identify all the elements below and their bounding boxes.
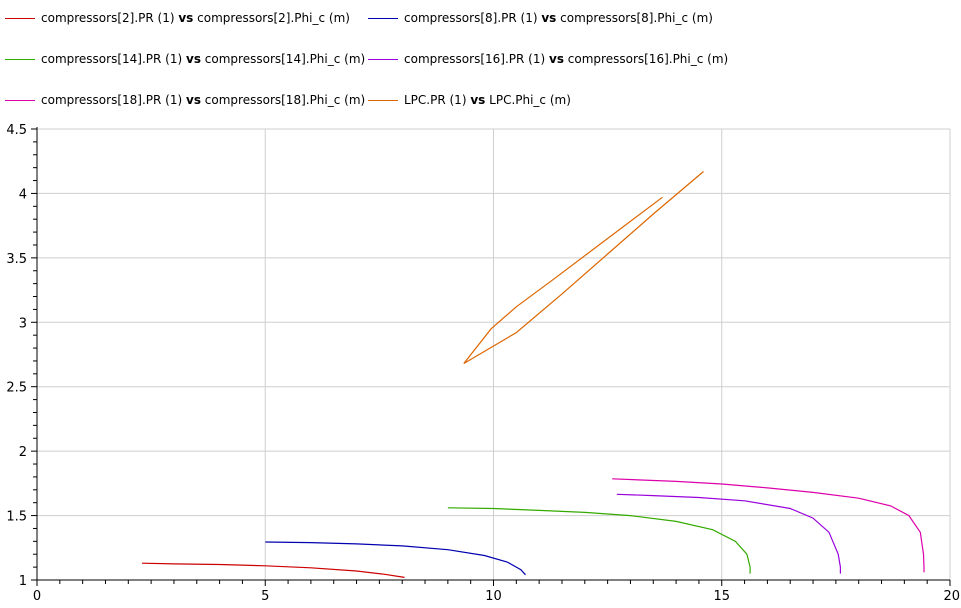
series-lines [141,171,925,578]
y-tick-label: 3 [19,316,27,331]
legend-label: compressors[14].PR (1) vs compressors[14… [41,52,365,66]
y-tick-label: 2 [19,445,27,460]
series-line-2 [447,507,751,574]
legend-label: compressors[2].PR (1) vs compressors[2].… [41,11,350,25]
x-tick-label: 20 [943,589,960,604]
legend-label: compressors[8].PR (1) vs compressors[8].… [404,11,713,25]
legend-label: compressors[16].PR (1) vs compressors[16… [404,52,728,66]
legend-y-name: compressors[14].PR (1) [41,52,183,66]
legend-y-name: compressors[18].PR (1) [41,93,183,107]
legend-x-name: compressors[18].Phi_c (m) [204,93,366,107]
legend-y-name: compressors[2].PR (1) [41,11,175,25]
legend-vs: vs [470,93,486,107]
legend-y-name: compressors[16].PR (1) [404,52,546,66]
legend-item: LPC.PR (1) vs LPC.Phi_c (m) [368,90,571,110]
axes [31,127,951,586]
y-tick-label: 3.5 [6,252,27,267]
legend-swatch [368,17,398,19]
x-tick-label: 5 [261,589,269,604]
legend-item: compressors[14].PR (1) vs compressors[14… [5,49,365,69]
series-line-1 [265,541,526,576]
legend-swatch [5,17,35,19]
series-line-0 [141,562,405,578]
x-tick-label: 10 [485,589,502,604]
legend-x-name: compressors[16].Phi_c (m) [567,52,729,66]
tick-labels: 0 5 10 15 20 1 1.5 2 2.5 3 3.5 4 4.5 [6,123,960,604]
legend-item: compressors[2].PR (1) vs compressors[2].… [5,8,350,28]
y-tick-label: 2.5 [6,381,27,396]
series-line-5 [463,171,704,365]
legend-vs: vs [186,93,201,107]
legend-label: LPC.PR (1) vs LPC.Phi_c (m) [404,93,571,107]
x-tick-label: 15 [713,589,730,604]
legend-x-name: compressors[14].Phi_c (m) [204,52,366,66]
legend-swatch [5,58,35,60]
legend-swatch [5,99,35,101]
legend-item: compressors[16].PR (1) vs compressors[16… [368,49,728,69]
legend-vs: vs [186,52,201,66]
legend-y-name: compressors[8].PR (1) [404,11,538,25]
y-tick-label: 4 [19,187,27,202]
y-tick-label: 4.5 [6,123,27,138]
legend-vs: vs [178,11,194,25]
legend-vs: vs [549,52,564,66]
series-line-4 [612,478,925,573]
legend-item: compressors[8].PR (1) vs compressors[8].… [368,8,713,28]
legend: compressors[2].PR (1) vs compressors[2].… [0,0,961,120]
x-tick-label: 0 [33,589,41,604]
y-tick-label: 1.5 [6,510,27,525]
legend-swatch [368,99,398,101]
legend-label: compressors[18].PR (1) vs compressors[18… [41,93,365,107]
legend-x-name: compressors[2].Phi_c (m) [197,11,350,25]
legend-x-name: compressors[8].Phi_c (m) [560,11,713,25]
legend-y-name: LPC.PR (1) [404,93,467,107]
legend-x-name: LPC.Phi_c (m) [489,93,571,107]
grid-lines [36,128,951,581]
legend-item: compressors[18].PR (1) vs compressors[18… [5,90,365,110]
legend-swatch [368,58,398,60]
legend-vs: vs [541,11,557,25]
y-tick-label: 1 [19,574,27,589]
series-line-3 [616,493,841,574]
